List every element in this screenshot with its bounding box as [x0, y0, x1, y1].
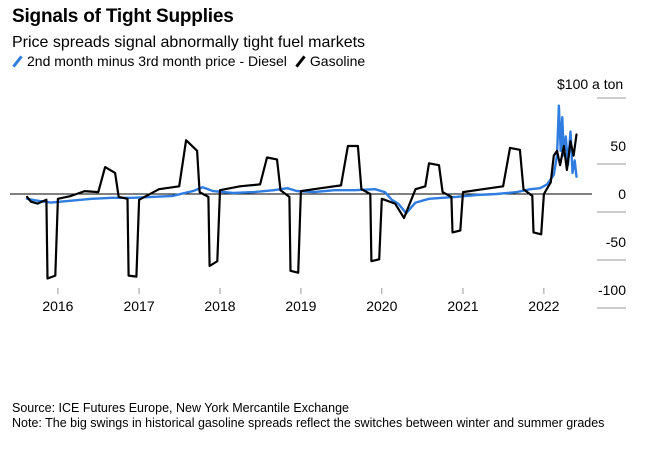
- series-line-diesel: [25, 104, 578, 215]
- legend-item-diesel: 2nd month minus 3rd month price - Diesel: [12, 53, 287, 69]
- series-line-gasoline: [26, 133, 578, 280]
- legend-swatch-gasoline: [295, 54, 306, 68]
- y-tick-label: -100: [598, 282, 626, 298]
- y-axis-unit-label: $100 a ton: [557, 76, 624, 92]
- x-tick-label: 2016: [42, 298, 73, 314]
- legend-label-gasoline: Gasoline: [309, 53, 366, 69]
- x-tick-label: 2017: [123, 298, 154, 314]
- x-tick-label: 2018: [204, 298, 235, 314]
- y-tick-label: -50: [606, 234, 626, 250]
- footer: Source: ICE Futures Europe, New York Mer…: [12, 401, 632, 431]
- x-tick-label: 2019: [285, 298, 316, 314]
- x-tick-label: 2021: [447, 298, 478, 314]
- x-tick-label: 2022: [528, 298, 559, 314]
- chart-title: Signals of Tight Supplies: [12, 6, 234, 27]
- legend-item-gasoline: Gasoline: [295, 53, 365, 69]
- legend-swatch-diesel: [12, 54, 23, 68]
- source-note: Source: ICE Futures Europe, New York Mer…: [12, 401, 349, 415]
- legend-label-diesel: 2nd month minus 3rd month price - Diesel: [27, 53, 287, 69]
- y-tick-label: 50: [610, 138, 626, 154]
- footnote: Note: The big swings in historical gasol…: [12, 416, 605, 430]
- x-tick-label: 2020: [366, 298, 397, 314]
- y-tick-label: 0: [618, 186, 626, 202]
- legend: 2nd month minus 3rd month price - Diesel…: [12, 53, 373, 69]
- chart-subtitle: Price spreads signal abnormally tight fu…: [12, 34, 366, 51]
- chart-area: 50 0 -50 -100 2016 2017 2018 2019 2020 2021 2022: [10, 97, 626, 314]
